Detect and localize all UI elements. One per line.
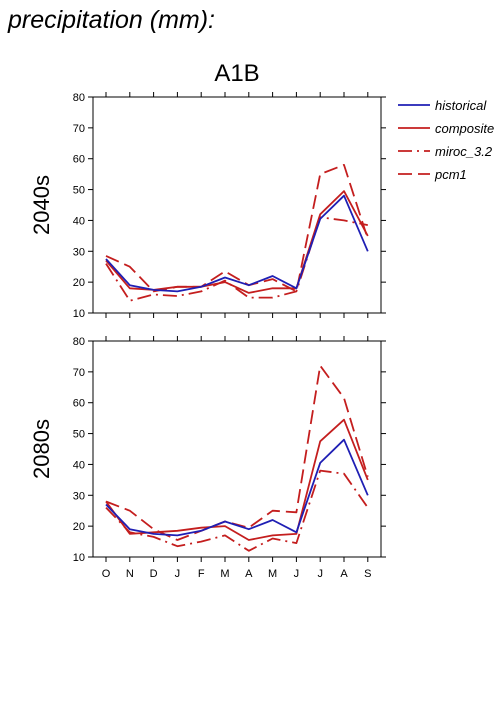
legend-item: composite (398, 121, 494, 136)
x-tick-label: A (340, 568, 348, 580)
legend-label: pcm1 (434, 167, 467, 182)
legend-item: pcm1 (398, 167, 467, 182)
x-tick-label: O (102, 568, 111, 580)
x-tick-label: J (317, 568, 323, 580)
y-tick-label: 30 (73, 246, 85, 258)
series-line-miroc-3-2 (105, 216, 368, 302)
series-line-pcm1 (105, 163, 369, 293)
series-line-historical (105, 438, 369, 537)
legend-label: composite (435, 121, 494, 136)
y-tick-label: 40 (73, 215, 85, 227)
y-tick-label: 20 (73, 277, 85, 289)
y-tick-label: 10 (73, 308, 85, 320)
y-tick-label: 10 (73, 552, 85, 564)
y-tick-label: 30 (73, 490, 85, 502)
x-tick-label: M (268, 568, 277, 580)
legend-item: miroc_3.2 (398, 144, 493, 159)
plot-frame (92, 340, 382, 558)
y-tick-label: 50 (73, 429, 85, 441)
x-tick-label: J (294, 568, 300, 580)
legend-label: historical (435, 98, 487, 113)
y-tick-label: 50 (73, 185, 85, 197)
scenario-label: A1B (214, 60, 259, 87)
page-title: precipitation (mm): (8, 6, 215, 34)
panel-2080s: 10 20 30 40 50 60 70 80 O N D J F M A M J J A S 2080s (29, 336, 386, 580)
y-tick-label: 20 (73, 521, 85, 533)
legend-item: historical (398, 98, 487, 113)
x-tick-label: D (150, 568, 158, 580)
panel-2040s: 10 20 30 40 50 60 70 80 2040s (29, 92, 386, 320)
x-tick-label: J (175, 568, 181, 580)
legend-label: miroc_3.2 (435, 144, 493, 159)
legend: historical composite miroc_3.2 pcm1 (398, 98, 494, 182)
y-tick-label: 70 (73, 123, 85, 135)
x-tick-label: A (245, 568, 253, 580)
x-tick-label: M (220, 568, 229, 580)
x-tick-label: F (198, 568, 205, 580)
series-line-historical (105, 194, 369, 293)
series-line-pcm1 (105, 364, 369, 541)
x-tick-label: N (126, 568, 134, 580)
x-tick-label: S (364, 568, 371, 580)
y-tick-label: 80 (73, 336, 85, 348)
y-tick-label: 40 (73, 459, 85, 471)
panel-label: 2080s (29, 419, 54, 479)
y-tick-label: 60 (73, 398, 85, 410)
plot-frame (92, 96, 382, 314)
panels: 10 20 30 40 50 60 70 80 2040s 10 20 30 40 50 60 70 80 O N D… (29, 92, 386, 580)
y-tick-label: 70 (73, 367, 85, 379)
series-line-miroc-3-2 (105, 469, 369, 552)
y-tick-label: 60 (73, 154, 85, 166)
panel-label: 2040s (29, 175, 54, 235)
y-tick-label: 80 (73, 92, 85, 104)
